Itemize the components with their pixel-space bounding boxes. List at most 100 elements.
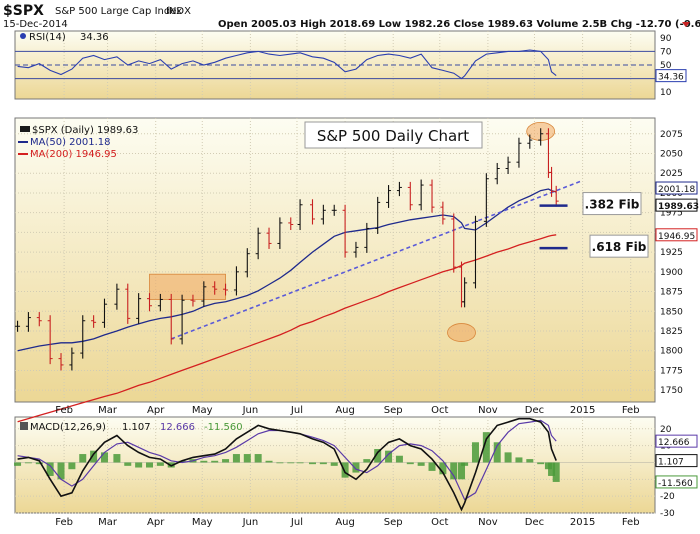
macd-tag-2: -11.560 xyxy=(658,479,693,489)
macd-histogram-bar xyxy=(395,455,403,463)
price-y-tick: 1825 xyxy=(660,327,683,337)
price-y-tick: 2025 xyxy=(660,169,683,179)
macd-histogram-bar xyxy=(24,462,32,464)
macd-histogram-bar xyxy=(276,462,284,464)
macd-histogram-bar xyxy=(14,462,22,466)
macd-tag-box-0 xyxy=(655,434,698,448)
macd-tag-1: 1.107 xyxy=(658,458,684,468)
price-x-tick: Feb xyxy=(55,405,73,416)
down-arrow-icon xyxy=(682,22,690,27)
trend-line xyxy=(170,180,582,340)
rsi-value-tag-label: 34.36 xyxy=(658,73,684,83)
macd-histogram-bar xyxy=(537,462,545,465)
macd-x-tick: May xyxy=(192,517,213,528)
ma200-line xyxy=(17,234,557,423)
macd-histogram-bar xyxy=(482,432,490,463)
price-x-tick: Sep xyxy=(384,405,403,416)
rsi-y-tick: 50 xyxy=(660,61,672,71)
histogram-value: -11.560 xyxy=(204,422,243,433)
fib-label-box-1 xyxy=(589,234,649,258)
price-y-tick: 1750 xyxy=(660,386,683,396)
macd-tag-box-1 xyxy=(655,454,698,468)
price-legend-swatch xyxy=(20,126,30,132)
macd-y-tick: 20 xyxy=(660,425,672,435)
price-y-tick: 1775 xyxy=(660,366,683,376)
macd-histogram-bar xyxy=(548,462,556,476)
macd-histogram-bar xyxy=(515,457,523,463)
macd-layer xyxy=(14,417,560,512)
price-y-tick: 2075 xyxy=(660,130,683,140)
axis-labels-layer: Feb Mar Apr May Jun Jul Aug Sep Oct Nov Dec 2015 Feb… xyxy=(55,34,699,528)
rsi-layer xyxy=(15,49,655,80)
macd-x-tick: Oct xyxy=(431,517,448,528)
macd-histogram-bar xyxy=(308,462,316,465)
fib-annotation-1: .618 Fib xyxy=(592,240,647,254)
macd-x-tick: Apr xyxy=(147,517,165,528)
macd-histogram-bar xyxy=(461,462,469,466)
macd-x-tick: Mar xyxy=(98,517,118,528)
macd-tag-box-2 xyxy=(655,475,698,489)
macd-label: MACD(12,26,9) xyxy=(30,422,106,433)
chart-title-box xyxy=(304,121,483,149)
price-tag-box-0 xyxy=(655,181,698,195)
macd-histogram-bar xyxy=(200,460,208,463)
legend-ma200: MA(200) 1946.95 xyxy=(30,149,117,160)
macd-histogram-bar xyxy=(254,454,262,463)
macd-value: 1.107 xyxy=(122,422,151,433)
price-x-tick: Feb xyxy=(622,405,640,416)
price-x-tick: Dec xyxy=(525,405,544,416)
macd-histogram-bar xyxy=(46,462,54,476)
price-y-tick: 1850 xyxy=(660,307,683,317)
rsi-value-tag xyxy=(655,69,687,83)
macd-histogram-bar xyxy=(211,460,219,463)
price-y-tick: 1975 xyxy=(660,209,683,219)
macd-histogram-bar xyxy=(135,462,143,468)
chart-title: S&P 500 Daily Chart xyxy=(317,127,469,145)
macd-histogram-bar xyxy=(287,462,295,464)
macd-histogram-bar xyxy=(113,454,121,463)
price-x-tick: Mar xyxy=(98,405,118,416)
macd-histogram-bar xyxy=(417,462,425,466)
price-tag-2: 1946.95 xyxy=(658,232,695,242)
macd-legend-swatch xyxy=(20,422,28,430)
macd-histogram-bar xyxy=(504,452,512,463)
macd-histogram-bar xyxy=(124,462,132,466)
price-x-tick: Apr xyxy=(147,405,165,416)
macd-histogram-bar xyxy=(265,460,273,463)
price-x-tick: Jul xyxy=(290,405,303,416)
macd-histogram-bar xyxy=(341,462,349,478)
price-y-tick: 2050 xyxy=(660,150,683,160)
price-tag-box-1 xyxy=(655,198,698,212)
price-panel xyxy=(14,117,656,403)
macd-x-tick: 2015 xyxy=(570,517,595,528)
quote-line: Open 2005.03 High 2018.69 Low 1982.26 Cl… xyxy=(218,19,700,30)
macd-histogram-bar xyxy=(319,462,327,465)
fib-annotation-0: .382 Fib xyxy=(585,198,640,212)
macd-histogram-bar xyxy=(156,462,164,466)
macd-x-tick: Dec xyxy=(525,517,544,528)
macd-y-tick: -20 xyxy=(660,492,675,502)
macd-histogram-bar xyxy=(363,459,371,463)
chart-date: 15-Dec-2014 xyxy=(3,19,68,30)
signal-value: 12.666 xyxy=(160,422,195,433)
range-highlight-box xyxy=(149,273,226,300)
macd-histogram-bar xyxy=(450,462,458,480)
macd-histogram-bar xyxy=(296,462,304,464)
price-y-tick: 1875 xyxy=(660,288,683,298)
price-y-tick: 1900 xyxy=(660,268,683,278)
macd-x-tick: Feb xyxy=(622,517,640,528)
macd-x-tick: Jul xyxy=(290,517,303,528)
macd-histogram-bar xyxy=(471,442,479,463)
macd-histogram-bar xyxy=(352,462,360,473)
rsi-label: RSI(14) xyxy=(29,32,66,43)
ticker-symbol: $SPX xyxy=(3,3,44,19)
exchange-label: INDX xyxy=(166,6,191,17)
macd-x-tick: Nov xyxy=(478,517,498,528)
legend-price: $SPX (Daily) 1989.63 xyxy=(32,125,138,136)
price-x-tick: Aug xyxy=(335,405,355,416)
rsi-y-tick: 90 xyxy=(660,34,672,44)
macd-histogram-bar xyxy=(552,462,560,482)
price-x-tick: Jun xyxy=(242,405,259,416)
